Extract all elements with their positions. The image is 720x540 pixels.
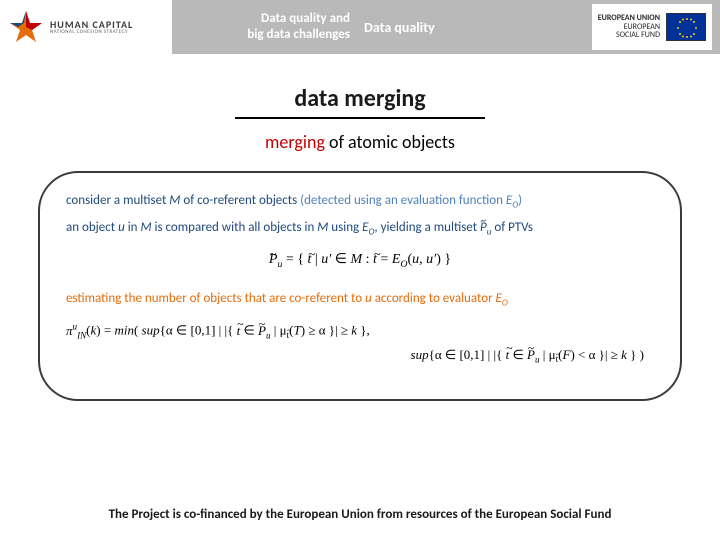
breadcrumb: Data quality xyxy=(364,19,435,36)
line3: estimating the number of objects that ar… xyxy=(66,289,654,310)
slide-title-block: Data quality and big data challenges xyxy=(180,11,350,42)
main-title: data merging xyxy=(235,84,485,119)
subtitle: merging of atomic objects xyxy=(30,131,690,153)
title-line-1: Data quality and xyxy=(180,11,350,27)
eu-flag-icon xyxy=(666,13,706,41)
eu-logo: EUROPEAN UNION EUROPEAN SOCIAL FUND xyxy=(592,4,712,50)
formula-3: sup{α ∈ [0,1] | |{ t ∈ Pu | μt(F) < α }|… xyxy=(66,345,654,367)
eu-line3: SOCIAL FUND xyxy=(598,31,660,40)
formula-1: Pu = { t | u′ ∈ M : t = EO(u, u′) } xyxy=(66,249,654,272)
content-box: consider a multiset M of co-referent obj… xyxy=(38,171,682,401)
human-capital-logo: HUMAN CAPITAL NATIONAL COHESION STRATEGY xyxy=(0,0,172,54)
line1: consider a multiset M of co-referent obj… xyxy=(66,191,654,212)
formula-2: πuIN(k) = min( sup{α ∈ [0,1] | |{ t ∈ Pu… xyxy=(66,320,654,343)
subtitle-rest: of atomic objects xyxy=(325,131,455,153)
header-bar: HUMAN CAPITAL NATIONAL COHESION STRATEGY… xyxy=(0,0,720,54)
hc-logo-sub: NATIONAL COHESION STRATEGY xyxy=(50,30,133,35)
star-icon xyxy=(8,9,44,45)
subtitle-highlight: merging xyxy=(265,131,325,153)
title-line-2: big data challenges xyxy=(180,27,350,43)
hc-logo-main: HUMAN CAPITAL xyxy=(50,20,133,30)
content-area: data merging merging of atomic objects c… xyxy=(0,54,720,401)
line2: an object u in M is compared with all ob… xyxy=(66,218,654,239)
footer-text: The Project is co-financed by the Europe… xyxy=(0,507,720,522)
